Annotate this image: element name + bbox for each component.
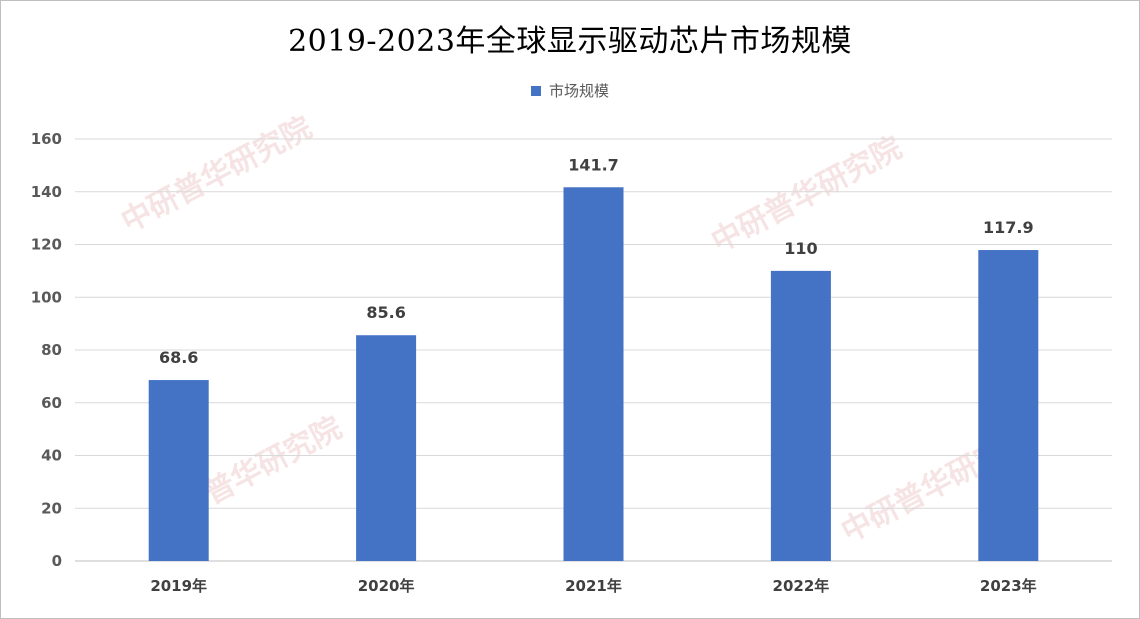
y-tick-label: 20: [41, 499, 62, 517]
bar: [148, 380, 209, 561]
data-label: 110: [784, 239, 817, 258]
x-tick-label: 2023年: [980, 577, 1037, 595]
y-tick-label: 120: [31, 236, 62, 254]
x-tick-label: 2019年: [150, 577, 207, 595]
y-tick-label: 140: [31, 183, 62, 201]
y-tick-label: 80: [41, 341, 62, 359]
y-tick-label: 40: [41, 447, 62, 465]
bar: [770, 270, 831, 561]
y-tick-label: 160: [31, 130, 62, 148]
x-tick-label: 2021年: [565, 577, 622, 595]
y-tick-label: 0: [52, 552, 62, 570]
bar: [978, 250, 1039, 561]
data-label: 68.6: [159, 348, 198, 367]
y-tick-label: 60: [41, 394, 62, 412]
bar: [356, 335, 417, 561]
legend-label: 市场规模: [548, 82, 609, 100]
x-tick-label: 2020年: [358, 577, 415, 595]
data-label: 117.9: [983, 218, 1034, 237]
bar: [563, 187, 624, 562]
legend-swatch: [530, 85, 541, 96]
y-tick-label: 100: [31, 288, 62, 306]
chart-title: 2019-2023年全球显示驱动芯片市场规模: [288, 24, 852, 59]
x-tick-label: 2022年: [773, 577, 830, 595]
data-label: 141.7: [568, 155, 619, 174]
chart-legend: 市场规模: [0, 80, 1140, 101]
data-label: 85.6: [366, 303, 405, 322]
